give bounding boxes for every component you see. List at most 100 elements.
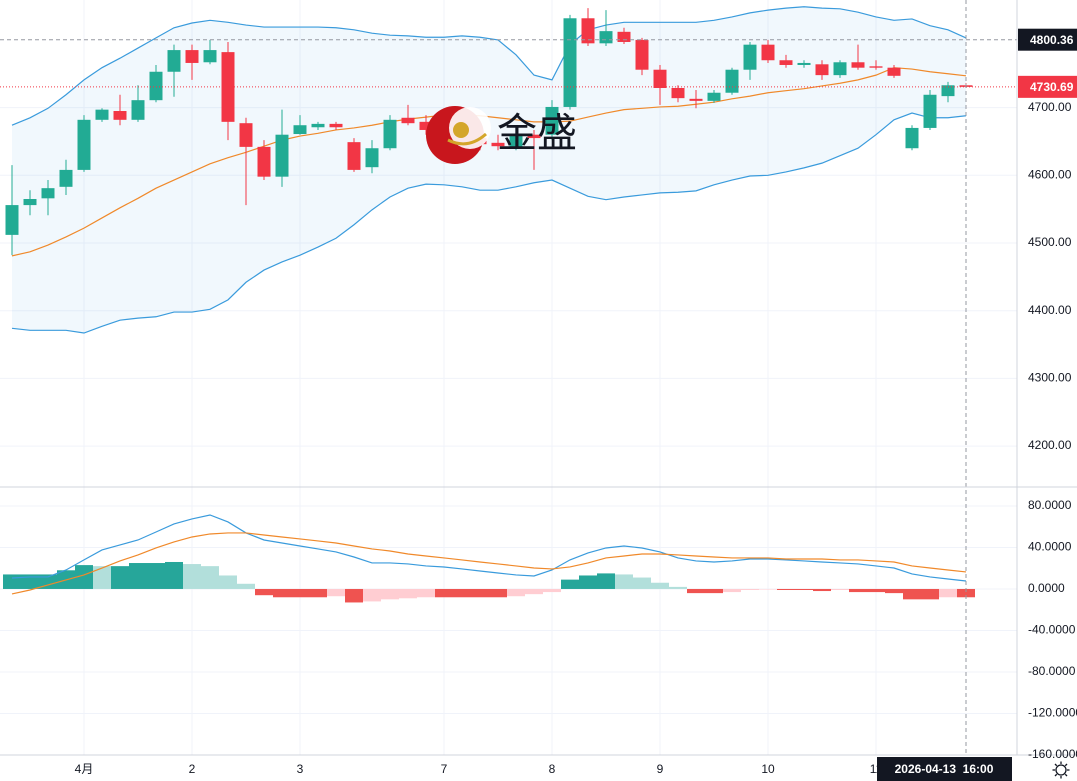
x-tick-label: 2 — [189, 762, 196, 776]
macd-histogram-bar — [237, 583, 255, 589]
macd-histogram-bar — [273, 588, 291, 598]
candle-body — [761, 44, 775, 61]
settings-icon-core — [1055, 764, 1067, 776]
macd-dea-line — [11, 532, 967, 595]
y-tick-label: 4500.00 — [1028, 235, 1072, 249]
candle-body — [59, 169, 73, 187]
current-price-label: 4730.69 — [1030, 80, 1074, 94]
candle-body — [419, 121, 433, 130]
candle-body — [41, 188, 55, 199]
candle-body — [491, 142, 505, 147]
y-tick-label: 4400.00 — [1028, 303, 1072, 317]
macd-histogram-bar — [291, 588, 309, 598]
candle-body — [671, 87, 685, 99]
current-price-badge — [1018, 75, 1077, 98]
macd-histogram-bar — [381, 588, 399, 600]
macd-histogram-bar — [651, 582, 669, 589]
candle-body — [95, 109, 109, 120]
macd-histogram-bar — [615, 574, 633, 589]
macd-histogram-bar — [669, 586, 687, 589]
x-tick-label: 3 — [297, 762, 304, 776]
y-tick-label: 40.0000 — [1028, 540, 1072, 554]
candle-body — [23, 199, 37, 206]
candle-body — [131, 100, 145, 120]
candle-body — [545, 106, 559, 135]
settings-icon-ray — [1064, 773, 1068, 777]
crosshair-time-label: 2026-04-13 16:00 — [895, 762, 994, 776]
bollinger-upper — [11, 6, 967, 126]
candle-body — [887, 67, 901, 76]
settings-icon — [1052, 761, 1070, 779]
macd-dif-line — [11, 514, 967, 582]
candle-body — [941, 85, 955, 97]
macd-histogram-bar — [201, 566, 219, 589]
macd-histogram-bar — [183, 564, 201, 589]
macd-histogram-bar — [111, 566, 129, 589]
macd-histogram-bar — [75, 565, 93, 589]
candle-body — [5, 205, 19, 235]
watermark-text: 金盛 — [497, 112, 577, 156]
candle-body — [797, 62, 811, 65]
candle-body — [329, 123, 343, 128]
candle-body — [113, 111, 127, 120]
y-tick-label: -120.0000 — [1028, 706, 1077, 720]
macd-histogram-bar — [597, 573, 615, 589]
macd-histogram-bar — [93, 566, 111, 589]
candle-body — [77, 119, 91, 170]
macd-histogram-bar — [939, 588, 957, 598]
macd-histogram-bar — [309, 588, 327, 598]
macd-histogram-bar — [129, 563, 147, 589]
candle-body — [869, 66, 883, 68]
macd-histogram-bar — [759, 588, 777, 590]
macd-histogram-bar — [741, 588, 759, 591]
macd-histogram-bar — [219, 575, 237, 589]
settings-icon-ray — [1054, 763, 1058, 767]
macd-histogram-bar — [165, 561, 183, 589]
logo-swoosh — [447, 132, 487, 146]
candle-body — [167, 50, 181, 72]
candle-body — [635, 39, 649, 70]
macd-histogram-bar — [777, 588, 795, 591]
macd-histogram-bar — [957, 588, 975, 598]
y-tick-label: 0.0000 — [1028, 581, 1065, 595]
macd-histogram-bar — [849, 588, 867, 593]
watermark: 金盛 — [426, 106, 577, 164]
candle-body — [905, 127, 919, 149]
candle-body — [311, 123, 325, 128]
x-tick-label: 10 — [761, 762, 775, 776]
macd-histogram-bar — [399, 588, 417, 599]
macd-histogram-bar — [543, 588, 561, 593]
x-tick-label: 7 — [441, 762, 448, 776]
macd-histogram-bar — [21, 574, 39, 589]
candle-body — [851, 62, 865, 68]
macd-histogram-bar — [831, 588, 849, 591]
candle-body — [401, 117, 415, 124]
candle-body — [923, 94, 937, 128]
x-tick-label: 4月 — [75, 762, 94, 776]
crosshair-price-label: 4800.36 — [1030, 33, 1074, 47]
candle-body — [365, 148, 379, 168]
candle-body — [707, 92, 721, 101]
macd-histogram-bar — [471, 588, 489, 598]
macd-histogram-bar — [147, 563, 165, 589]
candle-body — [527, 134, 541, 139]
macd-histogram-bar — [345, 588, 363, 603]
y-tick-label: 4700.00 — [1028, 100, 1072, 114]
macd-histogram-bar — [795, 588, 813, 591]
macd-histogram-bar — [687, 588, 705, 594]
crosshair-time-badge — [877, 757, 1012, 781]
macd-histogram-bar — [39, 574, 57, 589]
macd-histogram-bar — [3, 574, 21, 589]
candle-body — [581, 18, 595, 44]
macd-histogram-bar — [813, 588, 831, 592]
y-tick-label: -80.0000 — [1028, 664, 1076, 678]
y-tick-label: 4600.00 — [1028, 167, 1072, 181]
y-tick-label: -40.0000 — [1028, 623, 1076, 637]
candle-body — [203, 50, 217, 63]
candle-body — [599, 31, 613, 44]
candle-body — [239, 123, 253, 147]
bollinger-middle — [11, 67, 967, 257]
crosshair-price-badge — [1018, 28, 1077, 51]
